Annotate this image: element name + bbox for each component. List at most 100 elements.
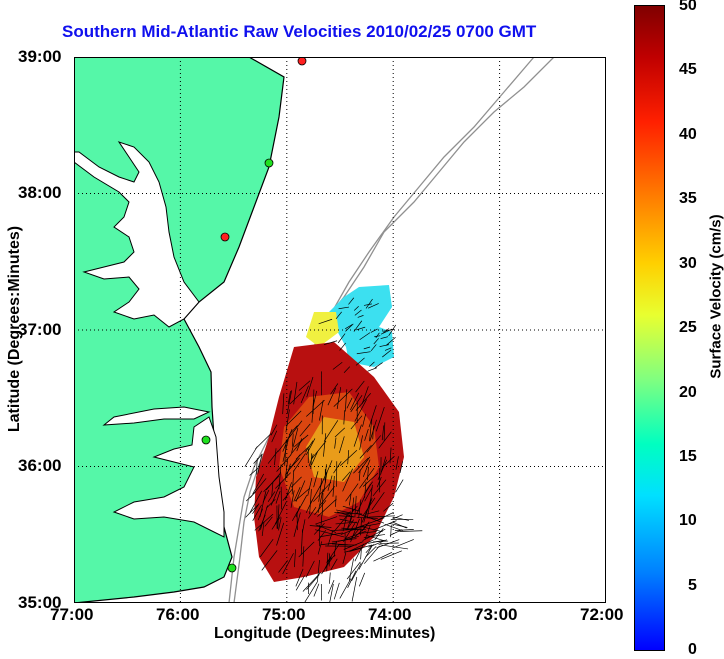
velocity-arrow [338,515,356,518]
velocity-arrow [276,454,292,472]
velocity-arrow [370,328,378,333]
velocity-arrow [336,509,351,514]
velocity-arrow [372,425,374,440]
velocity-arrow [354,399,367,422]
velocity-arrow [288,425,298,435]
velocity-arrow [351,497,355,514]
velocity-arrow [302,546,305,567]
velocity-arrow [306,574,320,590]
velocity-field-north [329,285,394,367]
velocity-arrow [354,495,357,517]
velocity-arrow [364,545,380,564]
velocity-arrow [364,525,371,539]
station-marker[interactable] [220,232,230,242]
station-marker[interactable] [227,563,237,573]
velocity-arrow [332,475,335,497]
velocity-arrow [384,347,392,351]
velocity-arrow [314,500,327,516]
velocity-arrow [395,479,404,493]
y-tick: 35:00 [18,593,62,612]
velocity-arrow [379,344,390,347]
velocity-arrow [305,560,315,578]
velocity-arrow [399,461,403,474]
velocity-arrow [255,433,272,450]
velocity-arrow [363,497,372,523]
velocity-arrow [356,326,366,331]
velocity-arrow [353,424,362,447]
velocity-arrow [299,423,311,437]
velocity-arrow [353,306,359,311]
velocity-arrow [376,476,382,488]
velocity-arrow [378,431,392,449]
station-marker[interactable] [297,57,307,66]
velocity-arrow [295,568,304,587]
velocity-arrow [355,357,365,366]
x-tick: 75:00 [262,605,306,624]
velocity-arrow [373,551,393,562]
velocity-arrow [388,324,397,337]
x-tick: 72:00 [580,605,624,624]
x-tick: 73:00 [474,605,518,624]
map-plot-area[interactable] [74,57,606,603]
velocity-arrow [368,405,377,428]
velocity-arrow [344,324,353,330]
velocity-arrow [383,502,394,512]
velocity-arrow [362,413,367,427]
velocity-arrow [367,303,379,309]
velocity-arrow [388,522,408,528]
velocity-arrow [330,383,339,395]
velocity-arrow [366,502,371,519]
velocity-arrow [373,540,389,543]
velocity-arrow [255,458,258,475]
velocity-arrow [295,480,306,502]
velocity-arrow [259,491,267,517]
velocity-arrow [331,543,348,546]
velocity-arrow [257,453,263,474]
velocity-arrow [303,581,318,603]
velocity-arrow [274,448,277,466]
albemarle-sound [102,406,211,426]
velocity-arrow [265,472,282,491]
velocity-arrow [246,491,256,502]
velocity-arrow [342,468,353,492]
colorbar-tick: 50 [679,0,697,14]
velocity-arrow [252,503,260,514]
velocity-arrow [381,425,385,441]
velocity-arrow [245,504,258,518]
velocity-arrow [298,380,311,391]
velocity-arrow [317,498,337,517]
velocity-arrow [317,541,323,555]
colorbar-label: Surface Velocity (cm/s) [707,214,724,379]
velocity-arrow [384,523,403,532]
velocity-arrow [369,361,375,367]
velocity-arrow [323,471,328,493]
velocity-arrow [282,553,294,575]
velocity-arrow [342,552,347,565]
station-marker[interactable] [201,435,211,445]
y-tick: 38:00 [18,183,62,202]
velocity-arrow [302,519,306,533]
velocity-arrow [378,544,409,550]
y-axis-label: Latitude (Degrees:Minutes) [6,225,23,433]
velocity-arrow [358,469,361,481]
velocity-arrow [333,582,340,600]
velocity-arrow [275,490,281,504]
velocity-arrow [385,337,396,346]
velocity-arrow [375,332,380,339]
velocity-arrow [317,559,320,582]
colorbar [634,5,665,651]
velocity-arrow [292,433,294,447]
velocity-arrow [349,547,362,552]
station-marker[interactable] [264,158,274,168]
y-tick: 36:00 [18,456,62,475]
velocity-arrow [372,520,397,531]
velocity-arrow [344,389,348,412]
velocity-arrow [361,386,369,405]
velocity-arrow [310,482,323,504]
velocity-arrow [363,534,386,539]
velocity-arrow [347,570,357,588]
velocity-arrow [311,440,327,460]
velocity-arrow [359,444,372,459]
velocity-arrow [358,456,371,474]
velocity-arrow [345,483,359,502]
